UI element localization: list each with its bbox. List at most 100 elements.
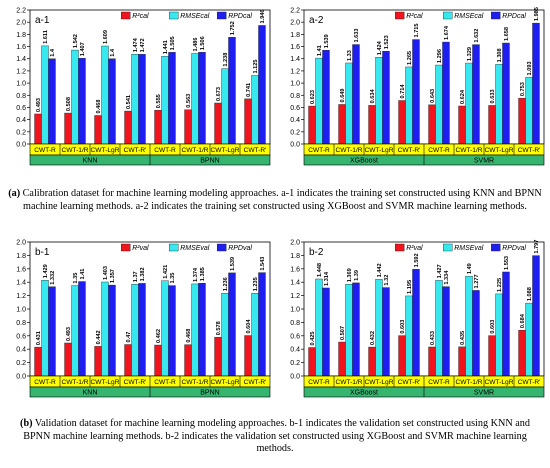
bar-value-label: 1.195 xyxy=(407,280,413,294)
bar-rmse xyxy=(221,68,229,145)
bar-rpd xyxy=(322,287,330,377)
bar-value-label: 1.797 xyxy=(534,240,540,254)
legend-swatch xyxy=(168,11,179,20)
x-tick-label: CWT-R' xyxy=(124,147,147,154)
y-tick-label: 1.0 xyxy=(290,81,300,88)
bar-value-label: 1.542 xyxy=(73,34,79,48)
legend-label: RPDval xyxy=(502,245,526,252)
bar-rpd xyxy=(138,54,146,145)
bar-value-label: 1.385 xyxy=(200,267,206,281)
x-tick-label: CWT-R xyxy=(308,147,330,154)
y-tick-label: 0.0 xyxy=(290,374,300,381)
bar-rmse xyxy=(41,280,49,377)
caption-b-text: Validation dataset for machine learning … xyxy=(23,418,530,455)
y-tick-label: 0.4 xyxy=(16,347,26,354)
x-tick-label: CWT-R' xyxy=(518,147,541,154)
bar-value-label: 1.314 xyxy=(324,271,330,286)
bar-value-label: 1.41 xyxy=(317,45,323,56)
bar-value-label: 0.468 xyxy=(186,329,192,343)
x-tick-label: CWT-R' xyxy=(124,379,147,386)
bar-r2 xyxy=(518,329,526,377)
x-tick-label: CWT-LgR xyxy=(91,147,120,154)
bar-rpd xyxy=(442,286,450,377)
bar-value-label: 1.474 xyxy=(133,37,139,52)
chart-a-1: 0.0 0.2 0.4 0.6 0.8 1.0 1.2 1.4 1.6 1.8 2.0 2.2 0.49… xyxy=(4,4,274,184)
bar-value-label: 0.425 xyxy=(310,332,316,346)
bar-rpd xyxy=(532,22,540,145)
y-tick-label: 0.2 xyxy=(290,360,300,367)
bar-rmse xyxy=(465,275,473,377)
bar-r2 xyxy=(34,113,42,145)
bar-value-label: 0.468 xyxy=(96,99,102,113)
y-tick-label: 1.0 xyxy=(290,307,300,314)
legend-swatch xyxy=(120,243,131,252)
legend-swatch xyxy=(490,243,501,252)
bar-value-label: 1.235 xyxy=(253,277,259,291)
bar-value-label: 1.088 xyxy=(527,287,533,301)
bar-rpd xyxy=(228,272,236,377)
caption-b: (b) Validation dataset for machine learn… xyxy=(6,418,544,456)
panel-label: b-1 xyxy=(35,247,50,258)
x-tick-label: CWT-R' xyxy=(398,147,421,154)
bar-rpd xyxy=(78,281,86,377)
bar-value-label: 0.753 xyxy=(520,82,526,96)
legend-label: RPDcal xyxy=(502,13,526,20)
chart-b-2-svg: 0.0 0.2 0.4 0.6 0.8 1.0 1.2 1.4 1.6 1.8 2.0 0.425 1.… xyxy=(290,240,545,398)
legend-swatch xyxy=(394,11,405,20)
bar-value-label: 1.225 xyxy=(497,278,503,292)
y-tick-label: 1.8 xyxy=(290,32,300,39)
caption-a-text: Calibration dataset for machine learning… xyxy=(20,188,542,212)
y-tick-label: 0.2 xyxy=(290,129,300,136)
bar-r2 xyxy=(94,115,102,145)
bar-value-label: 1.946 xyxy=(260,9,266,23)
bar-r2 xyxy=(124,344,132,377)
bar-value-label: 1.334 xyxy=(444,270,450,285)
bar-rmse xyxy=(131,54,139,145)
x-tick-label: CWT-LgR xyxy=(485,147,514,154)
bar-value-label: 1.633 xyxy=(354,29,360,43)
y-tick-label: 1.4 xyxy=(290,280,300,287)
bar-r2 xyxy=(458,346,466,377)
bar-rmse xyxy=(221,292,229,377)
bar-value-label: 0.432 xyxy=(370,331,376,345)
chart-b-1-svg: 0.0 0.2 0.4 0.6 0.8 1.0 1.2 1.4 1.6 1.8 2.0 0.431 1.… xyxy=(16,240,271,398)
y-tick-label: 2.0 xyxy=(16,20,26,27)
y-tick-label: 0.4 xyxy=(290,117,300,124)
bar-value-label: 1.985 xyxy=(534,7,540,21)
y-tick-label: 2.2 xyxy=(290,8,300,15)
bar-rpd xyxy=(472,44,480,145)
y-tick-label: 1.8 xyxy=(290,253,300,260)
bar-value-label: 1.39 xyxy=(354,270,360,281)
bar-value-label: 1.329 xyxy=(467,47,473,61)
bar-value-label: 1.506 xyxy=(200,36,206,50)
y-tick-label: 0.6 xyxy=(290,105,300,112)
chart-b-2: 0.0 0.2 0.4 0.6 0.8 1.0 1.2 1.4 1.6 1.8 2.0 0.425 1.… xyxy=(278,236,548,416)
bar-value-label: 1.752 xyxy=(230,21,236,35)
method-label: BPNN xyxy=(200,390,219,397)
y-tick-label: 2.0 xyxy=(290,240,300,247)
bar-rpd xyxy=(322,50,330,145)
y-tick-label: 1.6 xyxy=(290,44,300,51)
method-label: XGBoost xyxy=(350,390,378,397)
x-tick-label: CWT-R xyxy=(154,147,176,154)
y-tick-label: 0.6 xyxy=(290,333,300,340)
x-tick-label: CWT-R xyxy=(308,379,330,386)
bar-rmse xyxy=(251,293,259,377)
x-tick-label: CWT-LgR xyxy=(211,379,240,386)
legend-label: R²val xyxy=(406,245,423,252)
bar-value-label: 0.684 xyxy=(520,313,526,328)
bar-value-label: 0.435 xyxy=(460,331,466,345)
bar-value-label: 1.407 xyxy=(80,42,86,56)
x-tick-label: CWT-1/R xyxy=(335,147,362,154)
x-tick-label: CWT-R xyxy=(154,379,176,386)
bar-value-label: 1.543 xyxy=(260,257,266,271)
method-label: SVMR xyxy=(474,158,494,165)
bar-r2 xyxy=(428,346,436,377)
bar-value-label: 1.332 xyxy=(50,271,56,285)
bar-value-label: 1.236 xyxy=(223,277,229,291)
x-tick-label: CWT-1/R xyxy=(61,379,88,386)
bar-r2 xyxy=(154,344,162,377)
bar-rmse xyxy=(345,284,353,377)
x-tick-label: CWT-LgR xyxy=(365,147,394,154)
caption-a: (a) Calibration dataset for machine lear… xyxy=(6,188,544,213)
